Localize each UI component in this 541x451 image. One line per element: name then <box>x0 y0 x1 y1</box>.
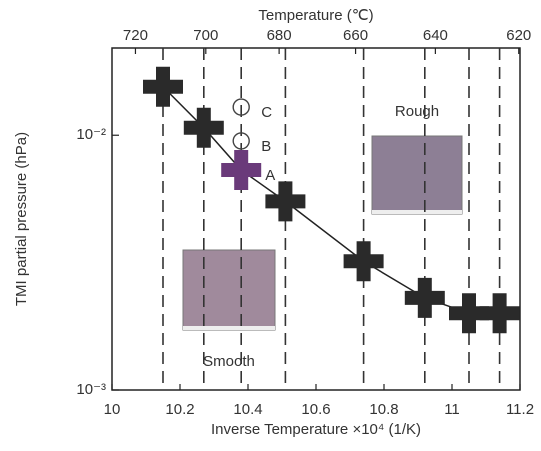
inset-image <box>371 135 463 215</box>
point-label: A <box>265 167 275 184</box>
x2-tick-label: 640 <box>423 27 448 44</box>
cross-marker <box>143 66 183 107</box>
inset-image <box>182 249 276 331</box>
x-tick-label: 10.8 <box>369 401 398 418</box>
point-label: C <box>261 104 272 121</box>
x-tick-label: 11.2 <box>506 401 534 418</box>
cross-marker <box>343 241 384 282</box>
inset-label: Smooth <box>203 353 255 370</box>
y-axis-title: TMI partial pressure (hPa) <box>13 132 30 306</box>
cross-marker <box>183 107 224 148</box>
cross-marker <box>221 150 262 191</box>
inset-label: Rough <box>395 103 439 120</box>
cross-marker <box>479 293 520 334</box>
x-tick-label: 10.2 <box>165 401 194 418</box>
x2-tick-label: 620 <box>506 27 531 44</box>
cross-marker <box>265 181 306 222</box>
circle-marker <box>232 98 250 116</box>
cross-marker <box>449 293 489 334</box>
circle-marker <box>232 132 250 150</box>
inset-scale-bar <box>183 326 275 330</box>
x2-tick-label: 680 <box>267 27 292 44</box>
y-tick-label: 10⁻² <box>76 126 106 143</box>
x2-axis-title: Temperature (℃) <box>258 7 373 24</box>
x2-tick-label: 720 <box>123 27 148 44</box>
x2-tick-label: 700 <box>193 27 218 44</box>
x-axis-title: Inverse Temperature ×10⁴ (1/K) <box>211 421 421 438</box>
x2-tick-label: 660 <box>343 27 368 44</box>
plot-frame <box>111 47 521 391</box>
y-tick-label: 10⁻³ <box>76 381 106 398</box>
point-label: B <box>261 138 271 155</box>
x-tick-label: 11 <box>444 401 460 418</box>
x-tick-label: 10.6 <box>301 401 330 418</box>
x-tick-label: 10.4 <box>233 401 262 418</box>
x-tick-label: 10 <box>104 401 121 418</box>
inset-scale-bar <box>372 210 462 214</box>
cross-marker <box>404 277 445 318</box>
